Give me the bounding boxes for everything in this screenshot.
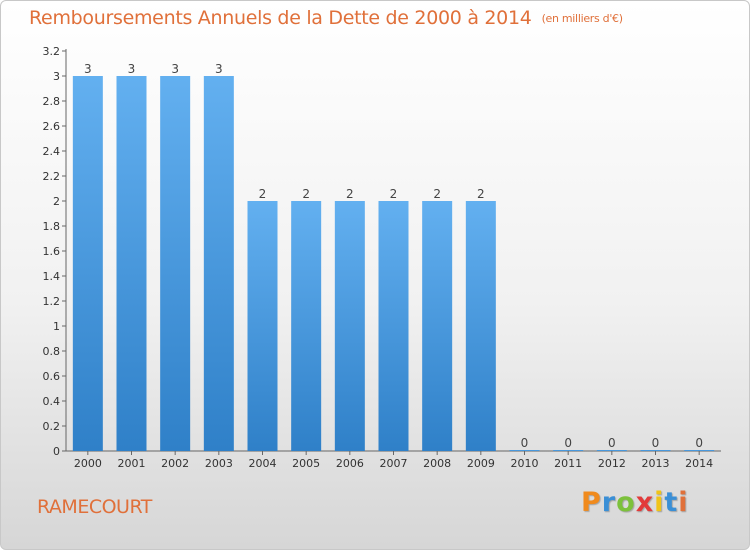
bar <box>509 450 540 451</box>
chart-subtitle: (en milliers d'€) <box>541 12 623 25</box>
bar-value-label: 3 <box>84 62 92 76</box>
y-tick-label: 2.2 <box>43 170 61 183</box>
y-tick-label: 0.8 <box>43 345 61 358</box>
bar-value-label: 3 <box>128 62 136 76</box>
bar <box>247 201 278 451</box>
bar-value-label: 2 <box>302 187 310 201</box>
bar <box>291 201 322 451</box>
y-tick-label: 1.4 <box>43 270 61 283</box>
bar <box>553 450 584 451</box>
bar-value-label: 0 <box>652 436 660 450</box>
x-tick-label: 2006 <box>336 457 364 470</box>
x-tick-label: 2001 <box>118 457 146 470</box>
x-tick-label: 2000 <box>74 457 102 470</box>
bar-value-label: 3 <box>171 62 179 76</box>
logo-letter: r <box>601 487 617 518</box>
bar <box>596 450 627 451</box>
bar-value-label: 2 <box>390 187 398 201</box>
y-tick-label: 2.6 <box>43 120 61 133</box>
commune-name: RAMECOURT <box>37 496 152 518</box>
chart-title: Remboursements Annuels de la Dette de 20… <box>29 7 623 29</box>
bar <box>160 76 191 451</box>
x-tick-label: 2004 <box>249 457 277 470</box>
x-tick-label: 2009 <box>467 457 495 470</box>
y-tick-label: 3.2 <box>43 45 61 58</box>
bar-value-label: 2 <box>477 187 485 201</box>
bar <box>684 450 715 451</box>
x-tick-label: 2011 <box>554 457 582 470</box>
x-tick-label: 2014 <box>685 457 713 470</box>
bar-value-label: 3 <box>215 62 223 76</box>
logo-letter: x <box>635 487 655 518</box>
x-tick-label: 2008 <box>423 457 451 470</box>
chart-title-text: Remboursements Annuels de la Dette de 20… <box>29 7 532 29</box>
bar <box>116 76 147 451</box>
x-tick-label: 2007 <box>380 457 408 470</box>
bar-value-label: 0 <box>521 436 529 450</box>
x-tick-label: 2013 <box>642 457 670 470</box>
logo-letter: P <box>581 487 602 518</box>
x-tick-label: 2002 <box>161 457 189 470</box>
y-tick-label: 2 <box>53 195 60 208</box>
y-tick-label: 0.4 <box>43 395 61 408</box>
y-tick-label: 2.4 <box>43 145 61 158</box>
bar <box>422 201 453 451</box>
bar <box>378 201 409 451</box>
bar-value-label: 0 <box>608 436 616 450</box>
bar <box>465 201 496 451</box>
x-tick-label: 2010 <box>511 457 539 470</box>
bar-value-label: 0 <box>695 436 703 450</box>
y-tick-label: 2.8 <box>43 95 61 108</box>
bar <box>203 76 234 451</box>
bar-value-label: 2 <box>259 187 267 201</box>
y-tick-label: 0.6 <box>43 370 61 383</box>
bar <box>640 450 671 451</box>
bar-value-label: 0 <box>564 436 572 450</box>
x-tick-label: 2012 <box>598 457 626 470</box>
bar-value-label: 2 <box>433 187 441 201</box>
y-tick-label: 1.8 <box>43 220 61 233</box>
bar <box>72 76 103 451</box>
proxiti-logo: Proxiti <box>581 487 689 518</box>
logo-letter: i <box>678 487 689 518</box>
y-tick-label: 1.6 <box>43 245 61 258</box>
bar-value-label: 2 <box>346 187 354 201</box>
y-tick-label: 0.2 <box>43 420 61 433</box>
logo-letter: t <box>664 487 679 518</box>
logo-letter: o <box>616 487 636 518</box>
y-tick-label: 3 <box>53 70 60 83</box>
x-tick-label: 2005 <box>292 457 320 470</box>
x-tick-label: 2003 <box>205 457 233 470</box>
y-tick-label: 1.2 <box>43 295 61 308</box>
bar <box>334 201 365 451</box>
logo-letter: i <box>654 487 665 518</box>
y-tick-label: 1 <box>53 320 60 333</box>
y-tick-label: 0 <box>53 445 60 458</box>
